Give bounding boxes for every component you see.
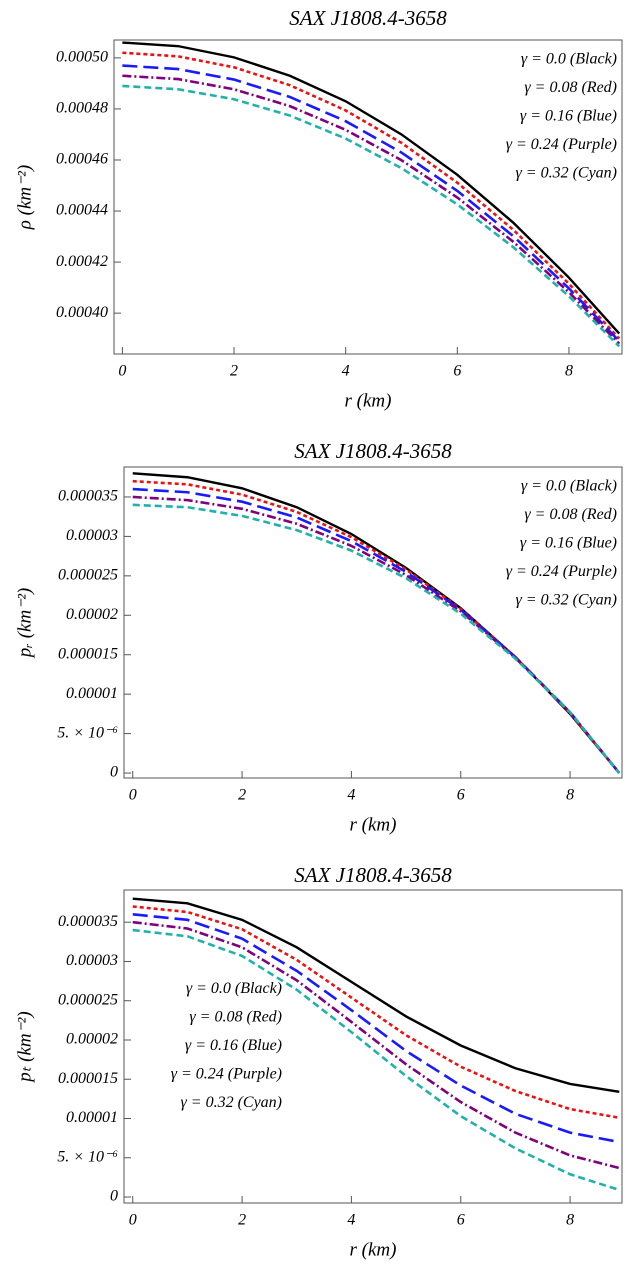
series-line: [132, 503, 621, 774]
legend-entry: γ = 0.0 (Black): [186, 980, 282, 997]
x-axis-label: r (km): [345, 390, 392, 411]
legend-entry: γ = 0.32 (Cyan): [515, 165, 617, 182]
x-tick-label: 8: [565, 363, 573, 380]
y-tick-label: 0.000025: [58, 991, 118, 1008]
y-tick-label: 5. × 10⁻⁶: [57, 724, 118, 741]
legend-entry: γ = 0.24 (Purple): [171, 1066, 282, 1083]
series-line: [122, 51, 621, 340]
x-tick-label: 2: [238, 787, 246, 804]
legend-entry: γ = 0.24 (Purple): [506, 563, 617, 580]
series-line: [122, 41, 621, 335]
legend-entry: γ = 0.0 (Black): [521, 51, 617, 68]
y-tick-label: 0.000025: [58, 567, 118, 584]
legend-entry: γ = 0.08 (Red): [524, 79, 617, 96]
y-tick-label: 0.00002: [66, 1031, 118, 1048]
x-axis-label: r (km): [350, 1239, 397, 1260]
y-tick-label: 0.00003: [66, 527, 118, 544]
y-tick-label: 0.00002: [66, 606, 118, 623]
x-tick-label: 0: [129, 787, 137, 804]
legend-entry: γ = 0.08 (Red): [189, 1009, 282, 1026]
y-tick-label: 0.00046: [56, 151, 108, 168]
legend-entry: γ = 0.16 (Blue): [185, 1037, 282, 1054]
x-tick-label: 0: [129, 1212, 137, 1229]
legend-entry: γ = 0.32 (Cyan): [515, 592, 617, 609]
chart-title: SAX J1808.4-3658: [294, 439, 452, 463]
y-tick-label: 0.00040: [56, 304, 108, 321]
y-tick-label: 0.00001: [66, 1109, 118, 1126]
y-tick-label: 0: [110, 764, 118, 781]
legend-entry: γ = 0.0 (Black): [521, 478, 617, 495]
series-line: [132, 928, 620, 1192]
plot-frame: [123, 889, 623, 1204]
x-tick-label: 4: [347, 1212, 355, 1229]
y-tick-label: 0.000015: [58, 645, 118, 662]
x-tick-label: 6: [457, 1212, 465, 1229]
series-line: [132, 487, 621, 774]
x-tick-label: 8: [566, 1212, 574, 1229]
y-axis-label: ρ (km⁻²): [14, 165, 35, 230]
series-line: [132, 920, 620, 1170]
y-tick-label: 0: [110, 1188, 118, 1205]
y-tick-label: 0.00001: [66, 685, 118, 702]
series-line: [132, 905, 620, 1120]
legend-entry: γ = 0.32 (Cyan): [180, 1094, 282, 1111]
x-tick-label: 6: [453, 363, 461, 380]
chart-title: SAX J1808.4-3658: [289, 6, 447, 30]
plot-frame: [123, 466, 623, 779]
y-tick-label: 0.000035: [58, 488, 118, 505]
y-tick-label: 0.000015: [58, 1070, 118, 1087]
x-tick-label: 4: [342, 363, 350, 380]
series-line: [132, 495, 621, 774]
series-line: [132, 479, 621, 774]
y-tick-label: 5. × 10⁻⁶: [57, 1148, 118, 1165]
x-tick-label: 8: [566, 787, 574, 804]
y-tick-label: 0.00003: [66, 952, 118, 969]
series-line: [132, 897, 620, 1093]
x-tick-label: 6: [457, 787, 465, 804]
legend-entry: γ = 0.08 (Red): [524, 506, 617, 523]
legend-entry: γ = 0.16 (Blue): [520, 108, 617, 125]
y-tick-label: 0.00048: [56, 100, 108, 117]
series-line: [122, 84, 621, 348]
y-tick-label: 0.00044: [56, 202, 108, 219]
y-tick-label: 0.00050: [56, 49, 108, 66]
legend-entry: γ = 0.24 (Purple): [506, 136, 617, 153]
x-tick-label: 2: [238, 1212, 246, 1229]
x-tick-label: 4: [347, 787, 355, 804]
y-tick-label: 0.00042: [56, 253, 108, 270]
chart-title: SAX J1808.4-3658: [294, 863, 452, 887]
series-line: [122, 64, 621, 343]
y-axis-label: pₜ (km⁻²): [14, 1011, 35, 1083]
y-tick-label: 0.000035: [58, 913, 118, 930]
y-axis-label: pᵣ (km⁻²): [14, 588, 35, 659]
series-line: [132, 913, 620, 1144]
x-tick-label: 0: [118, 363, 126, 380]
legend-entry: γ = 0.16 (Blue): [520, 535, 617, 552]
plot-frame: [113, 39, 623, 355]
x-tick-label: 2: [230, 363, 238, 380]
x-axis-label: r (km): [350, 814, 397, 835]
series-line: [122, 74, 621, 345]
